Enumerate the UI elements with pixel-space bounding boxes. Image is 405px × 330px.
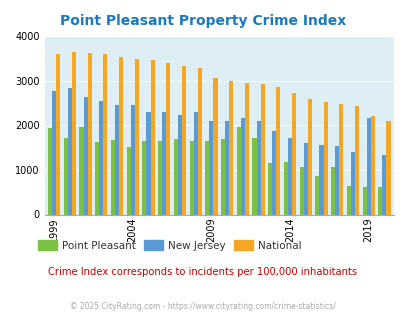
Bar <box>244 82 248 214</box>
Text: Point Pleasant Property Crime Index: Point Pleasant Property Crime Index <box>60 15 345 28</box>
Bar <box>287 138 291 214</box>
Bar <box>386 121 390 214</box>
Bar <box>166 63 170 214</box>
Bar <box>68 87 72 214</box>
Bar <box>162 112 166 214</box>
Bar <box>370 116 374 214</box>
Bar <box>48 128 52 214</box>
Bar <box>64 138 68 214</box>
Bar <box>52 91 56 214</box>
Bar <box>256 121 260 214</box>
Bar <box>83 97 87 214</box>
Bar <box>142 142 146 214</box>
Bar <box>377 187 382 214</box>
Bar <box>339 105 343 214</box>
Bar <box>224 121 228 214</box>
Bar <box>366 118 370 214</box>
Bar <box>315 176 319 214</box>
Text: Crime Index corresponds to incidents per 100,000 inhabitants: Crime Index corresponds to incidents per… <box>48 267 357 277</box>
Bar <box>272 131 276 214</box>
Bar <box>299 167 303 214</box>
Bar <box>362 187 366 214</box>
Bar <box>119 57 123 215</box>
Bar <box>276 87 280 214</box>
Bar <box>283 162 287 214</box>
Bar <box>209 121 213 214</box>
Bar <box>87 53 92 214</box>
Bar <box>205 141 209 214</box>
Legend: Point Pleasant, New Jersey, National: Point Pleasant, New Jersey, National <box>34 236 305 255</box>
Bar <box>346 186 350 214</box>
Text: © 2025 CityRating.com - https://www.cityrating.com/crime-statistics/: © 2025 CityRating.com - https://www.city… <box>70 302 335 312</box>
Bar <box>267 163 272 214</box>
Bar <box>236 127 240 214</box>
Bar <box>240 118 244 214</box>
Bar <box>189 141 193 214</box>
Bar <box>303 143 307 214</box>
Bar <box>350 152 354 214</box>
Bar <box>354 106 358 214</box>
Bar <box>111 140 115 214</box>
Bar <box>56 54 60 214</box>
Bar <box>126 147 130 214</box>
Bar <box>213 78 217 214</box>
Bar <box>150 60 154 214</box>
Bar <box>335 146 339 214</box>
Bar <box>197 68 201 214</box>
Bar <box>228 81 232 214</box>
Bar <box>103 54 107 214</box>
Bar <box>173 139 177 214</box>
Bar <box>252 138 256 214</box>
Bar <box>72 52 76 214</box>
Bar <box>330 167 335 214</box>
Bar <box>323 102 327 214</box>
Bar <box>146 112 150 214</box>
Bar <box>307 99 311 214</box>
Bar <box>158 142 162 214</box>
Bar <box>181 66 185 214</box>
Bar <box>319 146 323 214</box>
Bar <box>260 84 264 214</box>
Bar <box>291 93 295 214</box>
Bar <box>193 112 197 214</box>
Bar <box>130 105 134 214</box>
Bar <box>220 139 224 214</box>
Bar <box>382 155 386 214</box>
Bar <box>95 142 99 214</box>
Bar <box>99 101 103 214</box>
Bar <box>79 127 83 214</box>
Bar <box>134 59 139 214</box>
Bar <box>115 105 119 214</box>
Bar <box>177 115 181 214</box>
